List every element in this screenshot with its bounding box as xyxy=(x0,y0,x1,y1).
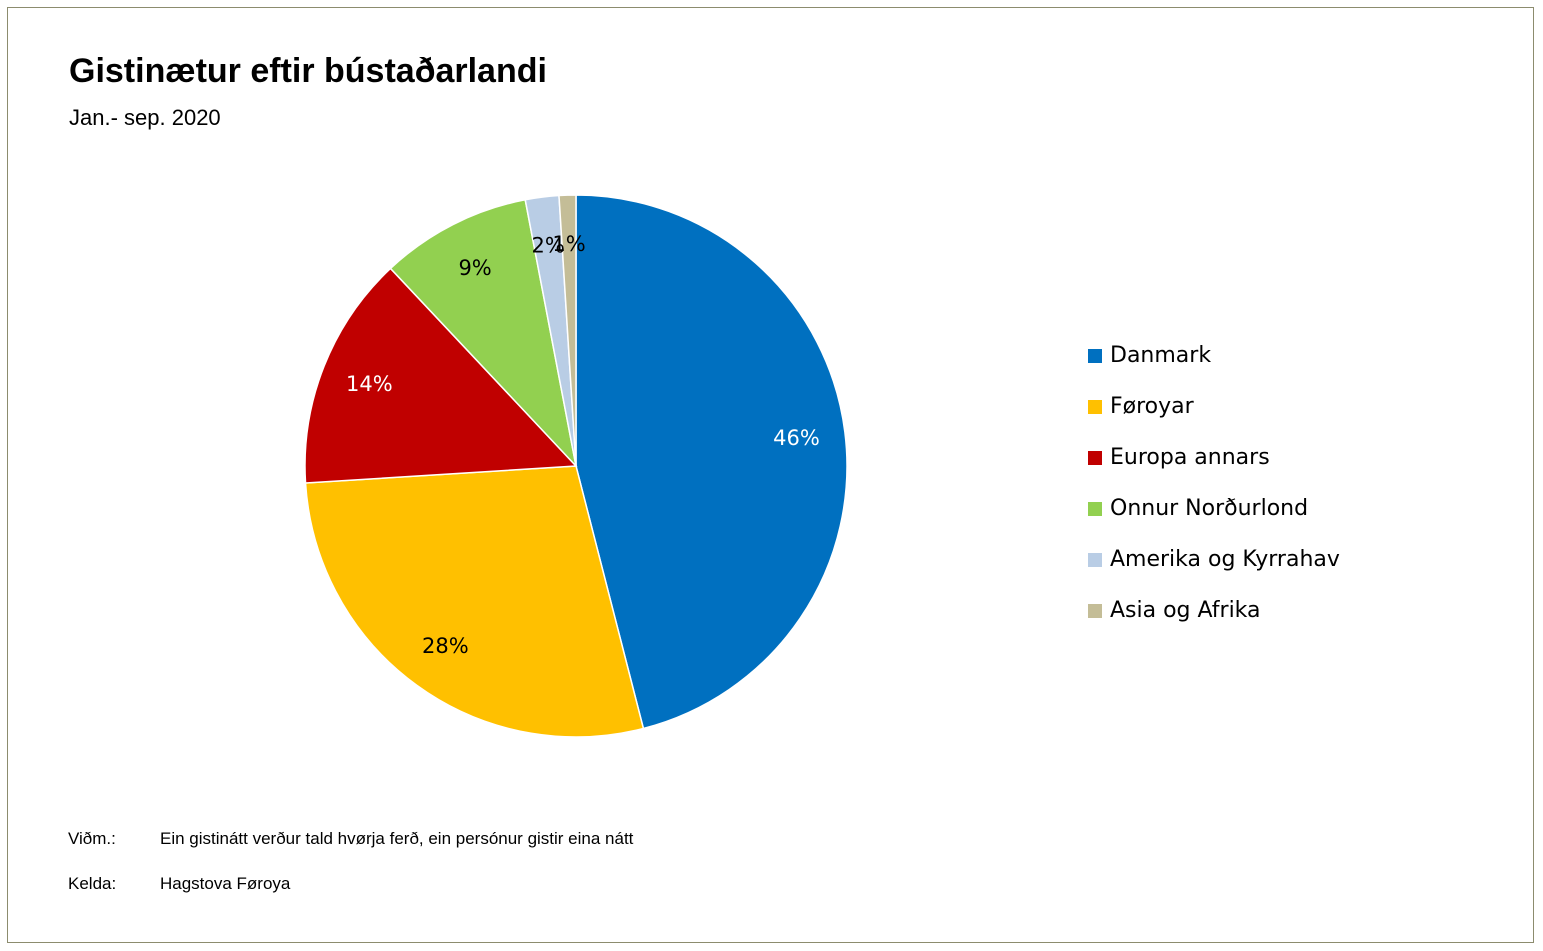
legend-label: Føroyar xyxy=(1110,394,1194,419)
pie-slice-asia-og-afrika xyxy=(558,194,577,467)
remark-text: Ein gistinátt verður tald hvørja ferð, e… xyxy=(160,829,634,848)
legend-item-danmark: Danmark xyxy=(1088,330,1340,381)
pie-slice-f-royar xyxy=(304,465,645,738)
slice-data-label: 9% xyxy=(458,256,491,280)
legend-item-foroyar: Føroyar xyxy=(1088,381,1340,432)
pie-slices xyxy=(304,194,848,738)
legend-label: Danmark xyxy=(1110,343,1212,368)
source-text: Hagstova Føroya xyxy=(160,874,291,893)
pie-slice-onnur-nor-urlond xyxy=(389,198,578,469)
slice-data-label: 28% xyxy=(422,634,469,658)
legend-swatch xyxy=(1088,552,1102,567)
chart-subtitle: Jan.- sep. 2020 xyxy=(69,105,221,130)
legend-swatch xyxy=(1088,501,1102,516)
remark-label: Viðm.: xyxy=(68,829,116,848)
legend-item-onnur-nordurlond: Onnur Norðurlond xyxy=(1088,483,1340,534)
legend-swatch xyxy=(1088,348,1102,363)
legend-item-europa-annars: Europa annars xyxy=(1088,432,1340,483)
slice-data-label: 14% xyxy=(346,372,393,396)
legend-swatch xyxy=(1088,603,1102,618)
legend: Danmark Føroyar Europa annars Onnur Norð… xyxy=(1088,330,1340,636)
legend-swatch xyxy=(1088,399,1102,414)
pie-slice-danmark xyxy=(575,194,848,730)
pie-labels: 46% 28% 14% 9% 2%1% xyxy=(346,232,820,658)
chart-title: Gistinætur eftir bústaðarlandi xyxy=(69,52,547,90)
legend-item-asia-og-afrika: Asia og Afrika xyxy=(1088,585,1340,636)
legend-label: Europa annars xyxy=(1110,445,1270,470)
legend-label: Amerika og Kyrrahav xyxy=(1110,547,1340,572)
slice-data-label: 46% xyxy=(773,426,820,450)
pie-slice-europa-annars xyxy=(304,267,578,484)
legend-label: Asia og Afrika xyxy=(1110,598,1261,623)
legend-swatch xyxy=(1088,450,1102,465)
legend-label: Onnur Norðurlond xyxy=(1110,496,1309,521)
slice-data-label: 2% xyxy=(531,234,564,258)
source-label: Kelda: xyxy=(68,874,117,893)
slice-data-label: 1% xyxy=(552,232,585,256)
legend-item-amerika-og-kyrrahav: Amerika og Kyrrahav xyxy=(1088,534,1340,585)
